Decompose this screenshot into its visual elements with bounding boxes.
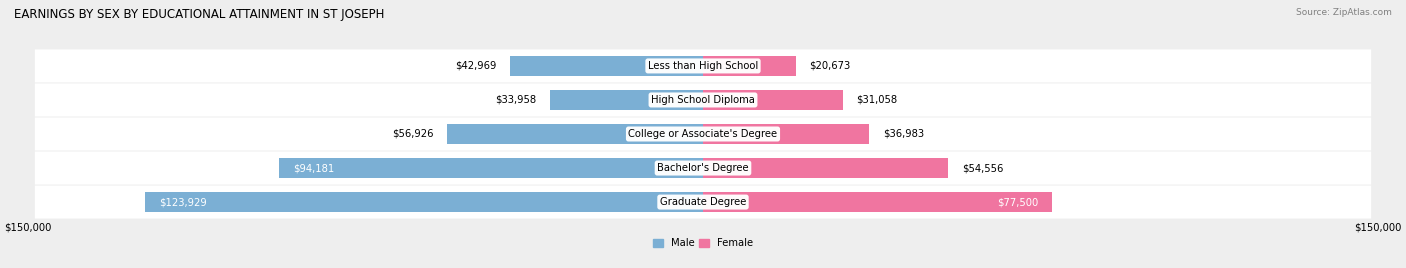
FancyBboxPatch shape: [35, 83, 1371, 117]
Text: Source: ZipAtlas.com: Source: ZipAtlas.com: [1296, 8, 1392, 17]
Bar: [703, 124, 869, 144]
Text: High School Diploma: High School Diploma: [651, 95, 755, 105]
FancyBboxPatch shape: [35, 151, 1371, 185]
Bar: [703, 90, 842, 110]
Text: $36,983: $36,983: [883, 129, 924, 139]
FancyBboxPatch shape: [35, 185, 1371, 219]
Text: $56,926: $56,926: [392, 129, 433, 139]
Bar: [145, 192, 703, 212]
Bar: [550, 90, 703, 110]
Text: $20,673: $20,673: [810, 61, 851, 71]
Text: $54,556: $54,556: [962, 163, 1004, 173]
Bar: [280, 158, 703, 178]
Bar: [703, 158, 949, 178]
FancyBboxPatch shape: [35, 117, 1371, 151]
Text: Bachelor's Degree: Bachelor's Degree: [657, 163, 749, 173]
Text: $94,181: $94,181: [292, 163, 335, 173]
Text: $33,958: $33,958: [495, 95, 537, 105]
Text: $42,969: $42,969: [454, 61, 496, 71]
Bar: [447, 124, 703, 144]
Text: Less than High School: Less than High School: [648, 61, 758, 71]
Text: $123,929: $123,929: [159, 197, 207, 207]
Bar: [703, 56, 796, 76]
Bar: [509, 56, 703, 76]
Text: College or Associate's Degree: College or Associate's Degree: [628, 129, 778, 139]
Bar: [703, 192, 1052, 212]
Text: $77,500: $77,500: [997, 197, 1038, 207]
FancyBboxPatch shape: [35, 49, 1371, 83]
Text: EARNINGS BY SEX BY EDUCATIONAL ATTAINMENT IN ST JOSEPH: EARNINGS BY SEX BY EDUCATIONAL ATTAINMEN…: [14, 8, 384, 21]
Text: Graduate Degree: Graduate Degree: [659, 197, 747, 207]
Legend: Male, Female: Male, Female: [650, 234, 756, 252]
Text: $31,058: $31,058: [856, 95, 897, 105]
